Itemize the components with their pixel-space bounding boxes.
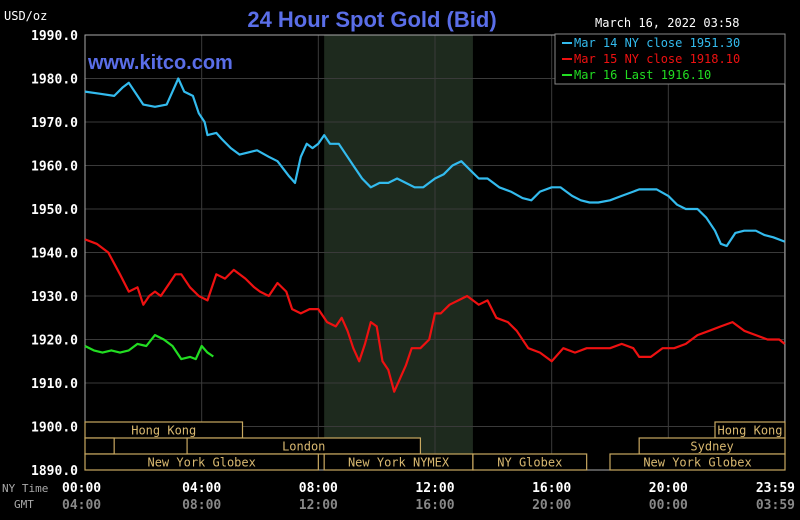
unit-label: USD/oz <box>4 9 47 23</box>
ny-time-tick-label: 08:00 <box>299 481 338 496</box>
session-box <box>609 453 786 471</box>
ny-time-tick-label: 00:00 <box>62 481 101 496</box>
y-tick-label: 1910.0 <box>31 377 78 392</box>
kitco-watermark: www.kitco.com <box>87 52 233 74</box>
session-label: New York Globex <box>643 456 751 470</box>
session-box <box>472 453 588 471</box>
gmt-tick-label: 20:00 <box>532 498 571 513</box>
y-tick-label: 1930.0 <box>31 290 78 305</box>
ny-time-tick-label: 16:00 <box>532 481 571 496</box>
ny-time-tick-label: 12:00 <box>415 481 454 496</box>
session-label: London <box>282 440 325 454</box>
y-tick-label: 1900.0 <box>31 421 78 436</box>
session-box <box>84 421 244 439</box>
series-layer <box>84 77 786 393</box>
series-line <box>84 238 786 393</box>
y-tick-label: 1950.0 <box>31 203 78 218</box>
ny-time-tick-label: 20:00 <box>649 481 688 496</box>
timestamp: March 16, 2022 03:58 <box>595 16 740 30</box>
y-tick-label: 1980.0 <box>31 73 78 88</box>
session-label: New York Globex <box>147 456 255 470</box>
chart-title: 24 Hour Spot Gold (Bid) <box>247 7 496 32</box>
y-tick-label: 1970.0 <box>31 116 78 131</box>
series-line <box>84 77 786 248</box>
legend-entry-mar16: Mar 16 Last 1916.10 <box>562 68 711 82</box>
series-line <box>84 334 214 361</box>
gmt-tick-label: 04:00 <box>62 498 101 513</box>
plot-area <box>84 34 786 471</box>
gmt-label: GMT <box>14 498 34 511</box>
ny-time-tick-label: 23:59 <box>756 481 795 496</box>
legend-label: Mar 16 Last 1916.10 <box>574 68 711 82</box>
session-label: NY Globex <box>497 456 562 470</box>
session-label: Hong Kong <box>717 424 782 438</box>
session-box <box>84 453 319 471</box>
y-axis: 1890.0 1900.0 1910.0 1920.0 1930.0 1940.0 1950… <box>31 29 78 479</box>
y-tick-label: 1920.0 <box>31 334 78 349</box>
y-tick-label: 1990.0 <box>31 29 78 44</box>
gmt-tick-label: 08:00 <box>182 498 221 513</box>
y-tick-label: 1890.0 <box>31 464 78 479</box>
session-label: Hong Kong <box>131 424 196 438</box>
gmt-tick-label: 12:00 <box>299 498 338 513</box>
gmt-tick-label: 00:00 <box>649 498 688 513</box>
x-axis: 00:00 04:00 04:00 08:00 08:00 12:00 12:00 16:00… <box>62 481 795 513</box>
session-label: Sydney <box>690 440 733 454</box>
legend-entry-mar15: Mar 15 NY close 1918.10 <box>562 52 740 66</box>
legend-label: Mar 15 NY close 1918.10 <box>574 52 740 66</box>
gmt-tick-label: 16:00 <box>415 498 454 513</box>
ny-time-tick-label: 04:00 <box>182 481 221 496</box>
session-box <box>84 437 115 455</box>
ny-time-label: NY Time <box>2 482 48 495</box>
legend-frame <box>554 33 786 85</box>
gmt-tick-label: 03:59 <box>756 498 795 513</box>
y-tick-label: 1960.0 <box>31 160 78 175</box>
legend-entry-mar14: Mar 14 NY close 1951.30 <box>562 36 740 50</box>
legend-label: Mar 14 NY close 1951.30 <box>574 36 740 50</box>
legend: Mar 14 NY close 1951.30 Mar 15 NY close … <box>554 33 786 85</box>
market-sessions: Hong Kong Hong Kong London Sydney New York G… <box>84 421 786 471</box>
y-tick-label: 1940.0 <box>31 247 78 262</box>
session-label: New York NYMEX <box>348 456 450 470</box>
